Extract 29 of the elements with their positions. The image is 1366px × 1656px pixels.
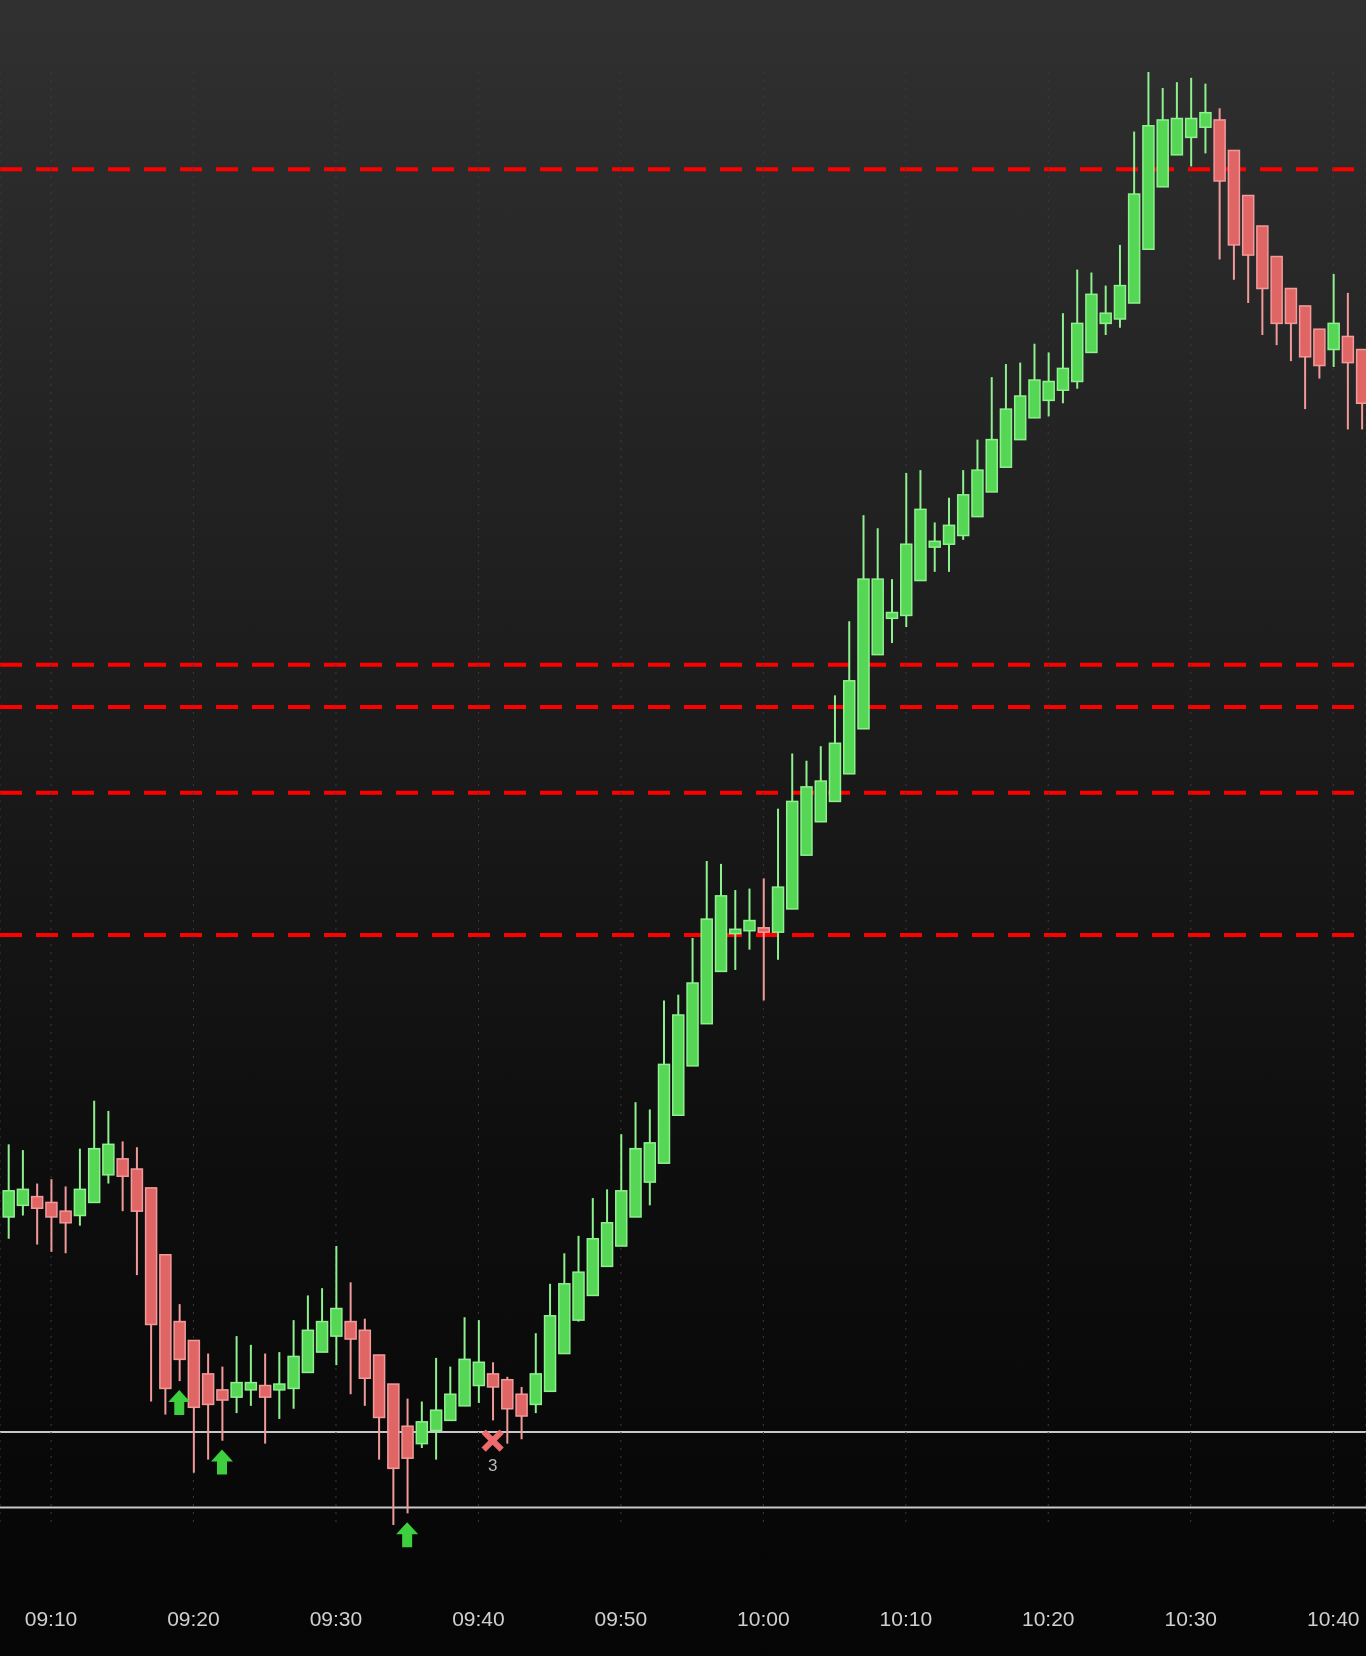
candlestick xyxy=(1184,76,1198,168)
candlestick xyxy=(1199,82,1212,155)
x-tick-label: 09:40 xyxy=(452,1606,505,1630)
x-tick-label: 10:40 xyxy=(1306,1606,1360,1630)
x-tick-label: 09:30 xyxy=(309,1606,363,1630)
candlestick xyxy=(757,877,771,1002)
candlestick xyxy=(16,1149,30,1217)
x-tick-label: 10:20 xyxy=(1021,1606,1075,1630)
candlestick xyxy=(415,1400,429,1449)
candlestick xyxy=(429,1356,443,1461)
x-tick-label: 09:10 xyxy=(24,1606,78,1630)
candlestick xyxy=(486,1361,500,1422)
candlestick xyxy=(942,496,956,573)
candlestick xyxy=(472,1319,486,1404)
candlestick xyxy=(116,1140,129,1213)
candlestick xyxy=(1056,312,1070,405)
x-tick-label: 10:10 xyxy=(879,1606,933,1630)
x-tick-label: 10:00 xyxy=(737,1606,790,1630)
x-tick-label: 09:50 xyxy=(594,1606,648,1630)
annotation: 3 xyxy=(487,1455,498,1475)
candlestick xyxy=(244,1343,258,1407)
x-tick-label: 10:30 xyxy=(1164,1606,1218,1630)
candlestick xyxy=(344,1281,357,1396)
candlestick xyxy=(216,1365,229,1442)
x-tick-label: 09:20 xyxy=(167,1606,220,1630)
candlestick xyxy=(230,1335,243,1415)
candlestick xyxy=(885,578,899,645)
candlestick xyxy=(30,1182,44,1246)
candlestick xyxy=(258,1352,272,1445)
